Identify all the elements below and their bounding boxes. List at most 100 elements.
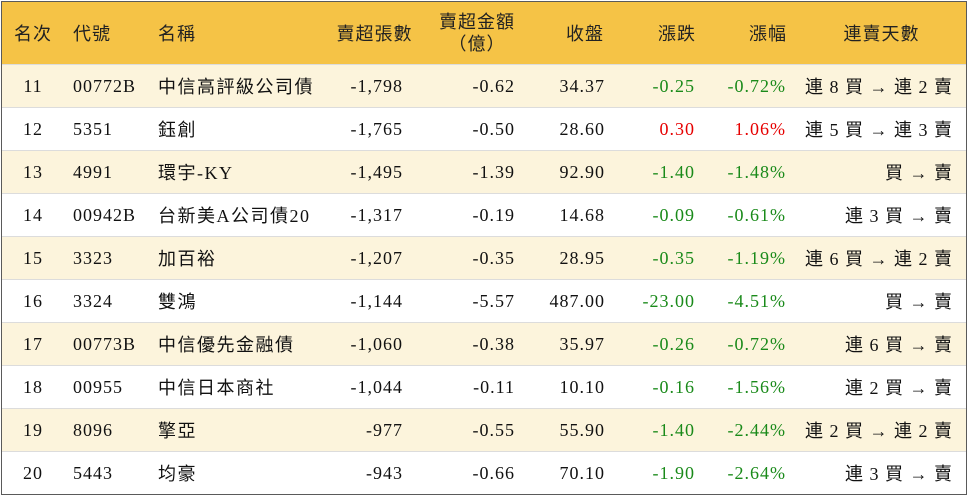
table-row: 16 3324 雙鴻 -1,144 -5.57 487.00 -23.00 -4.51% 買 →…: [2, 279, 966, 322]
sell-amount-cell: -1.39: [472, 161, 515, 182]
code-cell: 00955: [73, 376, 123, 397]
table-row: 17 00773B 中信優先金融債 -1,060 -0.38 35.97 -0.26 -0.7…: [2, 322, 966, 365]
table-header-row: 名次 代號 名稱 賣超張數 賣超金額 （億） 收盤 漲跌 漲幅 連賣天數: [2, 2, 966, 64]
header-name: 名稱: [158, 24, 196, 44]
name-cell: 環宇-KY: [158, 163, 234, 183]
sell-days-cell: 連 5 買 → 連 3 賣: [805, 120, 953, 140]
header-sell-amount-stack: 賣超金額 （億）: [439, 11, 515, 55]
change-pct-cell: -2.44%: [727, 419, 786, 440]
sell-amount-cell: -5.57: [472, 290, 515, 311]
sell-days-cell: 連 8 買 → 連 2 賣: [805, 77, 953, 97]
close-cell: 92.90: [559, 161, 605, 182]
change-cell: 0.30: [659, 118, 695, 139]
name-cell: 中信優先金融債: [158, 335, 295, 355]
sell-amount-cell: -0.55: [472, 419, 515, 440]
change-cell: -0.16: [652, 376, 695, 397]
sell-days-cell: 連 3 買 → 賣: [845, 206, 953, 226]
sell-lots-cell: -1,044: [350, 376, 403, 397]
header-sell-days: 連賣天數: [843, 24, 920, 44]
rank-cell: 13: [23, 161, 43, 182]
sell-lots-cell: -1,765: [350, 118, 403, 139]
change-cell: -0.26: [652, 333, 695, 354]
close-cell: 34.37: [559, 75, 605, 96]
sell-days-cell: 連 6 買 → 連 2 賣: [805, 249, 953, 269]
change-cell: -1.90: [652, 462, 695, 483]
change-pct-cell: 1.06%: [734, 118, 786, 139]
sell-lots-cell: -1,144: [350, 290, 403, 311]
sell-days-cell: 連 2 買 → 連 2 賣: [805, 421, 953, 441]
code-cell: 00772B: [73, 75, 137, 96]
close-cell: 55.90: [559, 419, 605, 440]
rank-cell: 12: [23, 118, 43, 139]
rank-cell: 19: [23, 419, 43, 440]
header-rank: 名次: [14, 24, 52, 44]
code-cell: 5351: [73, 118, 113, 139]
change-cell: -0.09: [652, 204, 695, 225]
sell-days-cell: 連 3 買 → 賣: [845, 464, 953, 484]
header-sell-amount: 賣超金額 （億）: [417, 2, 527, 64]
close-cell: 14.68: [559, 204, 605, 225]
header-code: 代號: [73, 24, 111, 44]
rank-cell: 14: [23, 204, 43, 225]
rank-cell: 20: [23, 462, 43, 483]
code-cell: 5443: [73, 462, 113, 483]
close-cell: 487.00: [549, 290, 605, 311]
code-cell: 00773B: [73, 333, 137, 354]
change-cell: -1.40: [652, 419, 695, 440]
table-row: 20 5443 均豪 -943 -0.66 70.10 -1.90 -2.64% 連 3 買 →…: [2, 451, 966, 494]
rank-cell: 16: [23, 290, 43, 311]
header-change: 漲跌: [658, 24, 696, 44]
sell-lots-cell: -1,060: [350, 333, 403, 354]
change-cell: -0.35: [652, 247, 695, 268]
code-cell: 3323: [73, 247, 113, 268]
code-cell: 4991: [73, 161, 113, 182]
table-row: 19 8096 擎亞 -977 -0.55 55.90 -1.40 -2.44% 連 2 買 →…: [2, 408, 966, 451]
change-cell: -23.00: [642, 290, 695, 311]
code-cell: 00942B: [73, 204, 137, 225]
name-cell: 中信日本商社: [158, 378, 275, 398]
sell-amount-cell: -0.50: [472, 118, 515, 139]
sell-lots-cell: -943: [366, 462, 403, 483]
sell-amount-cell: -0.35: [472, 247, 515, 268]
code-cell: 8096: [73, 419, 113, 440]
rank-cell: 15: [23, 247, 43, 268]
name-cell: 雙鴻: [158, 292, 197, 312]
code-cell: 3324: [73, 290, 113, 311]
header-close: 收盤: [566, 24, 604, 44]
sell-lots-cell: -977: [366, 419, 403, 440]
table-row: 13 4991 環宇-KY -1,495 -1.39 92.90 -1.40 -1.48% 買 …: [2, 150, 966, 193]
change-pct-cell: -0.72%: [727, 75, 786, 96]
sell-amount-cell: -0.38: [472, 333, 515, 354]
header-sell-lots: 賣超張數: [336, 24, 413, 44]
sell-lots-cell: -1,317: [350, 204, 403, 225]
table-row: 14 00942B 台新美A公司債20 -1,317 -0.19 14.68 -0.09 -0…: [2, 193, 966, 236]
header-change-pct: 漲幅: [749, 24, 787, 44]
sell-amount-cell: -0.62: [472, 75, 515, 96]
rank-cell: 17: [23, 333, 43, 354]
header-sell-amount-label: 賣超金額: [439, 12, 515, 32]
table-row: 18 00955 中信日本商社 -1,044 -0.11 10.10 -0.16 -1.56%…: [2, 365, 966, 408]
header-sell-amount-unit: （億）: [448, 34, 506, 54]
sell-days-cell: 連 2 買 → 賣: [845, 378, 953, 398]
change-cell: -1.40: [652, 161, 695, 182]
table-row: 12 5351 鈺創 -1,765 -0.50 28.60 0.30 1.06% 連 5 買 →…: [2, 107, 966, 150]
close-cell: 70.10: [559, 462, 605, 483]
sell-amount-cell: -0.66: [472, 462, 515, 483]
change-cell: -0.25: [652, 75, 695, 96]
name-cell: 均豪: [158, 464, 197, 484]
change-pct-cell: -4.51%: [727, 290, 786, 311]
sell-amount-cell: -0.19: [472, 204, 515, 225]
name-cell: 台新美A公司債20: [158, 206, 311, 226]
close-cell: 10.10: [559, 376, 605, 397]
change-pct-cell: -2.64%: [727, 462, 786, 483]
sell-amount-cell: -0.11: [473, 376, 515, 397]
name-cell: 加百裕: [158, 249, 217, 269]
sell-days-cell: 買 → 賣: [885, 163, 953, 183]
table-row: 11 00772B 中信高評級公司債 -1,798 -0.62 34.37 -0.25 -0.…: [2, 64, 966, 107]
sell-lots-cell: -1,207: [350, 247, 403, 268]
change-pct-cell: -0.72%: [727, 333, 786, 354]
change-pct-cell: -1.19%: [727, 247, 786, 268]
change-pct-cell: -0.61%: [727, 204, 786, 225]
name-cell: 鈺創: [158, 120, 197, 140]
